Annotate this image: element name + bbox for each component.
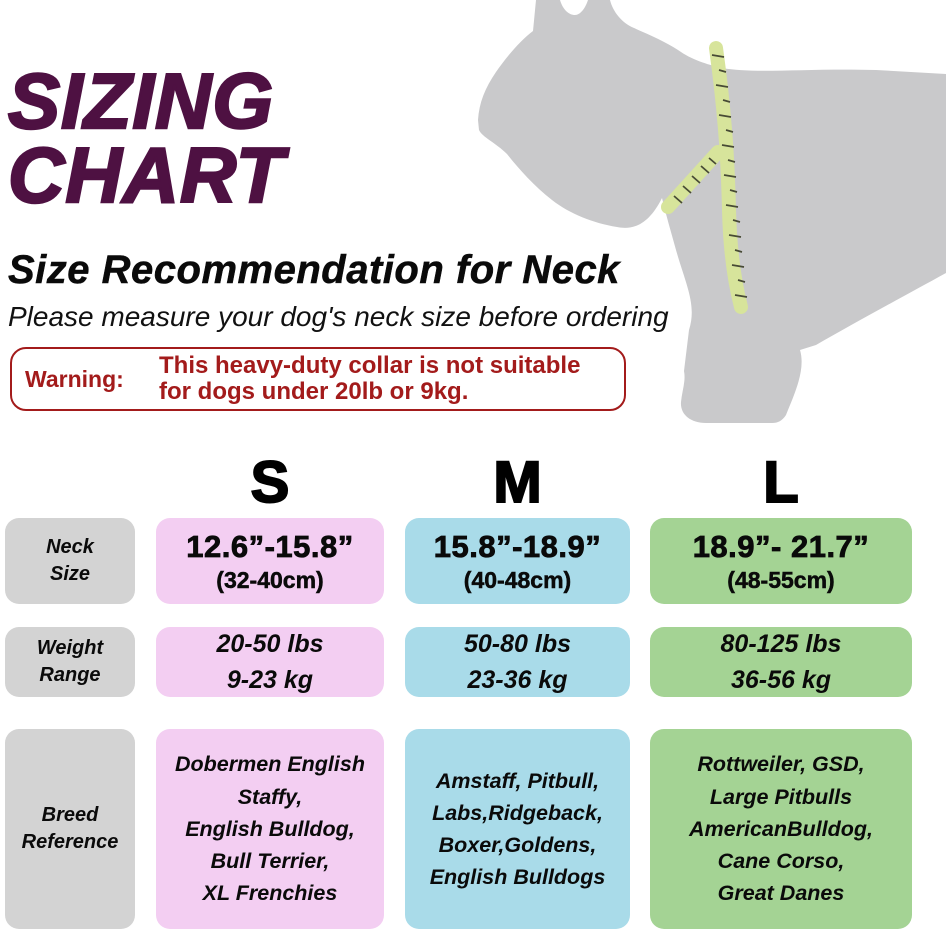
table-row-breed-reference: Breed Reference Dobermen English Staffy,…	[5, 729, 917, 929]
warning-message: This heavy-duty collar is not suitable f…	[159, 351, 581, 405]
tape-tick-marks	[673, 54, 748, 298]
size-header-l: L	[762, 449, 799, 516]
neck-size-value-m: 15.8”-18.9”	[433, 528, 602, 564]
neck-size-cell-m: 15.8”-18.9” (40-48cm)	[405, 518, 630, 604]
weight-range-cell-s: 20-50 lbs 9-23 kg	[156, 627, 384, 697]
size-header-s: S	[250, 449, 291, 516]
breed-reference-cell-m: Amstaff, Pitbull, Labs,Ridgeback, Boxer,…	[405, 729, 630, 929]
breed-reference-value-l: Rottweiler, GSD, Large Pitbulls American…	[689, 752, 873, 906]
row-label-weight-range: Weight Range	[5, 627, 135, 697]
neck-size-metric-l: (48-55cm)	[727, 566, 835, 593]
page-subtitle: Size Recommendation for Neck	[8, 248, 620, 293]
dog-silhouette	[478, 0, 946, 423]
neck-size-cell-l: 18.9”- 21.7” (48-55cm)	[650, 518, 912, 604]
row-label-neck-size: Neck Size	[5, 518, 135, 604]
neck-size-value-s: 12.6”-15.8”	[186, 528, 354, 564]
breed-reference-value-m: Amstaff, Pitbull, Labs,Ridgeback, Boxer,…	[429, 768, 606, 890]
neck-size-cell-s: 12.6”-15.8” (32-40cm)	[156, 518, 384, 604]
neck-size-metric-s: (32-40cm)	[216, 566, 324, 593]
weight-range-value-l: 80-125 lbs 36-56 kg	[720, 629, 842, 694]
warning-box: Warning: This heavy-duty collar is not s…	[10, 347, 626, 411]
weight-range-value-s: 20-50 lbs 9-23 kg	[216, 629, 324, 694]
page-title-line2: CHART	[7, 131, 285, 220]
breed-reference-cell-l: Rottweiler, GSD, Large Pitbulls American…	[650, 729, 912, 929]
weight-range-cell-l: 80-125 lbs 36-56 kg	[650, 627, 912, 697]
page-title-line1: SIZING	[7, 57, 275, 145]
table-row-neck-size: Neck Size 12.6”-15.8” (32-40cm) 15.8”-18…	[5, 518, 917, 604]
neck-size-metric-m: (40-48cm)	[463, 566, 572, 593]
warning-label: Warning:	[25, 365, 124, 392]
table-row-weight-range: Weight Range 20-50 lbs 9-23 kg 50-80 lbs…	[5, 627, 917, 697]
measure-instruction-text: Please measure your dog's neck size befo…	[8, 301, 669, 332]
breed-reference-cell-s: Dobermen English Staffy, English Bulldog…	[156, 729, 384, 929]
sizing-table: S M L Neck Size 12.6”-15.8” (32-40cm) 15…	[5, 449, 917, 929]
breed-reference-value-s: Dobermen English Staffy, English Bulldog…	[175, 752, 365, 906]
size-header-m: M	[492, 449, 542, 516]
size-header-row: S M L	[156, 449, 917, 516]
dog-illustration	[476, 0, 946, 445]
page-title: SIZING CHART	[7, 57, 285, 220]
dog-silhouette-svg	[478, 0, 946, 423]
weight-range-cell-m: 50-80 lbs 23-36 kg	[405, 627, 630, 697]
neck-size-value-l: 18.9”- 21.7”	[692, 528, 870, 564]
weight-range-value-m: 50-80 lbs 23-36 kg	[463, 629, 571, 694]
row-label-breed-reference: Breed Reference	[5, 729, 135, 929]
